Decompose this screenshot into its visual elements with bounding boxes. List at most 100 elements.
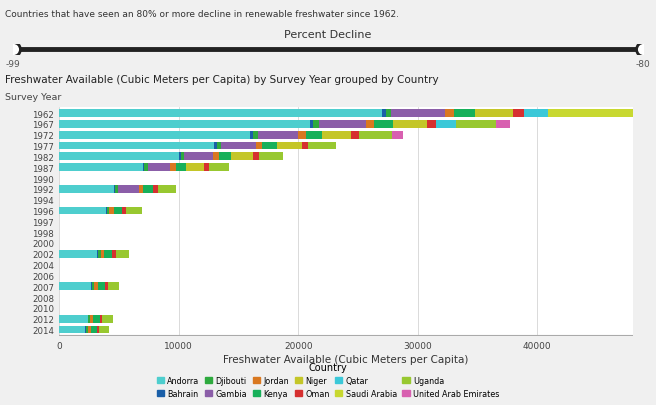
- Bar: [127, 207, 142, 215]
- Bar: [256, 142, 262, 150]
- Bar: [99, 326, 109, 334]
- Bar: [115, 250, 129, 258]
- Bar: [351, 132, 359, 139]
- Bar: [106, 207, 107, 215]
- Bar: [298, 132, 306, 139]
- Bar: [209, 164, 230, 172]
- Bar: [496, 121, 510, 128]
- Bar: [171, 164, 176, 172]
- Bar: [392, 132, 403, 139]
- Bar: [102, 315, 113, 323]
- Bar: [457, 121, 496, 128]
- Bar: [98, 250, 100, 258]
- Bar: [59, 326, 85, 334]
- Bar: [359, 132, 392, 139]
- Bar: [144, 185, 154, 193]
- Bar: [110, 207, 113, 215]
- Bar: [113, 207, 123, 215]
- Bar: [144, 164, 148, 172]
- Bar: [59, 315, 88, 323]
- Bar: [258, 153, 283, 161]
- Bar: [216, 142, 221, 150]
- Bar: [59, 110, 382, 118]
- Bar: [215, 142, 216, 150]
- Bar: [382, 110, 386, 118]
- Bar: [97, 250, 98, 258]
- Bar: [92, 283, 94, 290]
- Bar: [394, 121, 427, 128]
- Bar: [213, 153, 219, 161]
- Bar: [253, 132, 258, 139]
- Bar: [232, 153, 253, 161]
- Bar: [138, 185, 144, 193]
- Bar: [98, 283, 104, 290]
- Bar: [548, 110, 656, 118]
- Bar: [310, 121, 314, 128]
- Bar: [178, 153, 180, 161]
- Bar: [114, 185, 115, 193]
- Bar: [277, 142, 302, 150]
- Bar: [59, 207, 106, 215]
- Bar: [157, 185, 176, 193]
- Text: -80: -80: [636, 60, 650, 69]
- Bar: [59, 121, 310, 128]
- Bar: [253, 153, 258, 161]
- Bar: [367, 121, 374, 128]
- Text: Percent Decline: Percent Decline: [284, 30, 372, 40]
- Bar: [427, 121, 436, 128]
- Bar: [104, 250, 112, 258]
- Bar: [115, 185, 118, 193]
- Bar: [88, 326, 91, 334]
- Bar: [59, 185, 114, 193]
- Bar: [89, 315, 91, 323]
- X-axis label: Freshwater Available (Cubic Meters per Capita): Freshwater Available (Cubic Meters per C…: [223, 354, 469, 364]
- Bar: [94, 283, 98, 290]
- Bar: [100, 315, 102, 323]
- Bar: [107, 207, 110, 215]
- Bar: [59, 164, 143, 172]
- Bar: [91, 326, 96, 334]
- Bar: [91, 315, 93, 323]
- Bar: [108, 283, 119, 290]
- Bar: [219, 153, 232, 161]
- Bar: [184, 153, 213, 161]
- Bar: [59, 153, 178, 161]
- Text: -99: -99: [6, 60, 20, 69]
- Bar: [445, 110, 454, 118]
- Bar: [112, 250, 115, 258]
- Text: Survey Year: Survey Year: [5, 92, 62, 101]
- Bar: [262, 142, 277, 150]
- Bar: [59, 132, 251, 139]
- Bar: [91, 283, 92, 290]
- Bar: [93, 315, 100, 323]
- Bar: [100, 250, 104, 258]
- Bar: [204, 164, 209, 172]
- Bar: [59, 142, 215, 150]
- Bar: [123, 207, 127, 215]
- Bar: [59, 283, 91, 290]
- Bar: [180, 153, 184, 161]
- Bar: [514, 110, 524, 118]
- Text: Countries that have seen an 80% or more decline in renewable freshwater since 19: Countries that have seen an 80% or more …: [5, 10, 400, 19]
- Bar: [306, 132, 322, 139]
- Legend: Andorra, Bahrain, Djibouti, Gambia, Jordan, Kenya, Niger, Oman, Qatar, Saudi Ara: Andorra, Bahrain, Djibouti, Gambia, Jord…: [154, 358, 502, 401]
- Bar: [86, 326, 88, 334]
- Bar: [258, 132, 298, 139]
- Bar: [143, 164, 144, 172]
- Bar: [454, 110, 475, 118]
- Bar: [524, 110, 548, 118]
- Bar: [374, 121, 394, 128]
- Bar: [436, 121, 457, 128]
- Bar: [176, 164, 186, 172]
- Bar: [221, 142, 256, 150]
- Bar: [154, 185, 157, 193]
- Bar: [314, 121, 319, 128]
- Bar: [302, 142, 308, 150]
- Bar: [322, 132, 351, 139]
- Bar: [308, 142, 336, 150]
- Bar: [475, 110, 514, 118]
- Bar: [251, 132, 253, 139]
- Bar: [104, 283, 108, 290]
- Bar: [96, 326, 99, 334]
- Bar: [186, 164, 204, 172]
